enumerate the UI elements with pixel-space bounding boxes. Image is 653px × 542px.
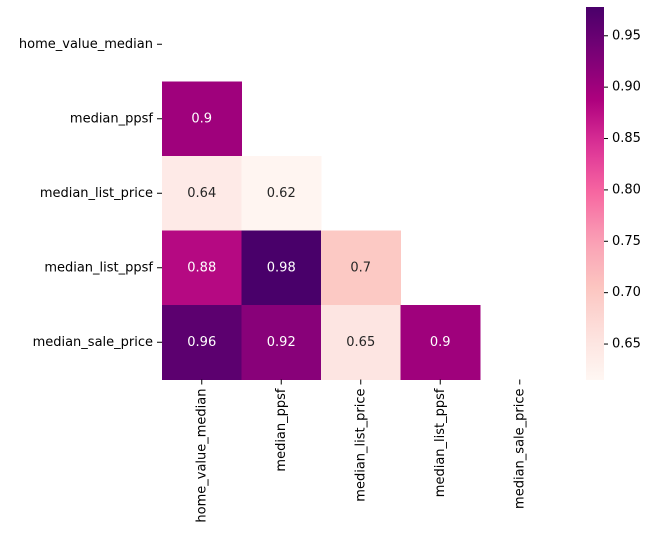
x-tick-label: median_ppsf: [274, 388, 289, 472]
y-tick-label: median_list_ppsf: [44, 260, 153, 275]
heatmap-cells: [162, 81, 481, 380]
heatmap-cell-value: 0.64: [187, 186, 216, 201]
heatmap-cell-value: 0.65: [346, 335, 375, 350]
heatmap-cell: [162, 305, 242, 380]
colorbar-tick-label: 0.85: [612, 131, 641, 146]
heatmap-cell: [241, 305, 322, 380]
heatmap-cell: [162, 230, 242, 306]
heatmap-cell-value: 0.98: [267, 260, 296, 275]
colorbar-gradient: [586, 7, 604, 380]
heatmap-cell-value: 0.9: [191, 111, 212, 126]
heatmap-cell-value: 0.62: [267, 186, 296, 201]
y-axis: home_value_median median_ppsf median_list_…: [19, 37, 162, 350]
heatmap-cell: [400, 305, 481, 380]
heatmap-cell-value: 0.9: [430, 335, 451, 350]
colorbar-tick-label: 0.75: [612, 234, 641, 249]
colorbar-tick-label: 0.90: [612, 80, 641, 95]
heatmap-cell: [162, 156, 242, 231]
x-tick-label: home_value_median: [194, 389, 209, 523]
colorbar-tick-label: 0.65: [612, 337, 641, 352]
heatmap-cell-value: 0.7: [350, 260, 371, 275]
colorbar-tick-label: 0.95: [612, 28, 641, 43]
heatmap-cell-labels: 0.9 0.64 0.62 0.88 0.98 0.7 0.96 0.92 0.65 0.9: [187, 111, 450, 350]
y-tick-label: median_sale_price: [33, 335, 153, 350]
heatmap-cell-value: 0.96: [187, 335, 216, 350]
y-tick-label: home_value_median: [19, 37, 153, 52]
x-tick-label: median_list_ppsf: [433, 388, 448, 497]
y-tick-label: median_list_price: [40, 186, 153, 201]
heatmap-cell: [241, 156, 322, 231]
x-tick-label: median_list_price: [353, 389, 368, 502]
heatmap-cell: [241, 230, 322, 306]
colorbar-tick-label: 0.70: [612, 285, 641, 300]
heatmap-cell: [162, 81, 242, 157]
heatmap-cell: [321, 305, 401, 380]
colorbar-tick-label: 0.80: [612, 182, 641, 197]
colorbar: 0.65 0.70 0.75 0.80 0.85 0.90 0.95: [586, 7, 641, 380]
heatmap-cell-value: 0.88: [187, 260, 216, 275]
heatmap-cell: [321, 230, 401, 306]
y-tick-label: median_ppsf: [70, 111, 154, 126]
heatmap-cell-value: 0.92: [267, 335, 296, 350]
x-axis: home_value_median median_ppsf median_list_…: [194, 379, 527, 523]
x-tick-label: median_sale_price: [512, 389, 527, 509]
